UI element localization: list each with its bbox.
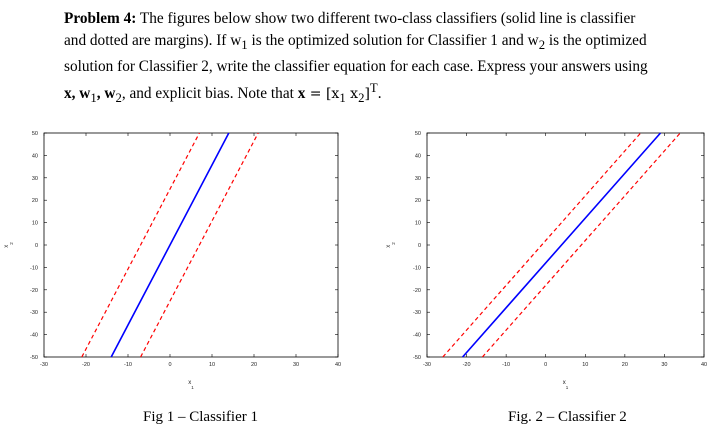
y-tick-label: -20 xyxy=(413,288,421,294)
plot-frame xyxy=(426,132,705,358)
problem-lead: Problem 4: xyxy=(64,10,137,27)
margin-line xyxy=(442,132,642,358)
y-tick-label: -50 xyxy=(30,355,38,361)
x-eq-close: ] xyxy=(364,85,370,102)
y-tick-label: 50 xyxy=(415,131,421,137)
figure-classifier-1: -30 -20 -10 0 10 20 30 40 -50 -40 -30 -20 -10 0 10 20 30… xyxy=(0,120,350,400)
x-tick-label: 0 xyxy=(168,362,171,368)
y-tick-label: 20 xyxy=(32,198,38,204)
y-tick-label: 10 xyxy=(32,221,38,227)
x1-sub: 1 xyxy=(339,90,346,105)
chart-classifier-2: -30 -20 -10 0 10 20 30 40 -50 -40 -30 -20 -10 0 10 20 30… xyxy=(386,131,707,390)
x-tick-label: 20 xyxy=(251,362,257,368)
problem-text-2c: is the optimized xyxy=(545,31,647,49)
y-tick-label: 30 xyxy=(415,176,421,182)
chart-classifier-1: -30 -20 -10 0 10 20 30 40 -50 -40 -30 -20 -10 0 10 20 30… xyxy=(4,131,341,390)
x2-part: x xyxy=(345,85,359,102)
w1-subscript: 1 xyxy=(241,37,248,52)
x-tick-label: 40 xyxy=(701,362,707,368)
problem-text-1: The figures below show two different two… xyxy=(136,10,636,27)
x-tick-label: -10 xyxy=(124,362,132,368)
y-tick-label: -30 xyxy=(30,310,38,316)
margin-line xyxy=(81,132,200,358)
y-tick-label: 0 xyxy=(35,243,38,249)
y-tick-label: 40 xyxy=(415,153,421,159)
x-axis-label: x1 xyxy=(563,380,569,390)
margin-line xyxy=(140,132,259,358)
figure-classifier-2: -30 -20 -10 0 10 20 30 40 -50 -40 -30 -20 -10 0 10 20 30… xyxy=(364,120,728,400)
caption-fig-2: Fig. 2 – Classifier 2 xyxy=(508,409,627,425)
x-vector: x xyxy=(297,84,306,102)
y-tick-label: 40 xyxy=(32,153,38,159)
problem-end: . xyxy=(377,84,382,102)
y-tick-label: -20 xyxy=(30,288,38,294)
x-tick-label: -30 xyxy=(423,362,431,368)
problem-text-2a: and dotted are margins). If w xyxy=(64,31,242,49)
x-w1-w2-s1: 1 xyxy=(90,90,97,105)
problem-line-2: and dotted are margins). If w1 is the op… xyxy=(64,30,704,57)
x-tick-label: -30 xyxy=(40,362,48,368)
x-tick-label: 20 xyxy=(622,362,628,368)
x-eq-open: = [x xyxy=(305,85,340,102)
y-tick-label: -40 xyxy=(413,333,421,339)
problem-line-1: Problem 4: The figures below show two di… xyxy=(64,8,704,30)
x-tick-label: 40 xyxy=(335,362,341,368)
y-tick-label: -10 xyxy=(30,265,38,271)
x-tick-label: -20 xyxy=(82,362,90,368)
classifier-line xyxy=(462,132,662,358)
y-tick-label: 30 xyxy=(32,176,38,182)
x2-sub: 2 xyxy=(358,90,365,105)
x-tick-label: 10 xyxy=(209,362,215,368)
x-tick-label: -10 xyxy=(502,362,510,368)
x-tick-label: 30 xyxy=(661,362,667,368)
transpose-sup: T xyxy=(369,80,378,95)
problem-line-3: solution for Classifier 2, write the cla… xyxy=(64,58,648,76)
caption-fig-1: Fig 1 – Classifier 1 xyxy=(143,409,258,425)
y-tick-label: 50 xyxy=(32,131,38,137)
y-tick-label: -10 xyxy=(413,265,421,271)
x-w1-w2-b: , w xyxy=(96,84,116,102)
problem-statement: Problem 4: The figures below show two di… xyxy=(64,8,704,110)
problem-line-4: x, w1, w2, and explicit bias. Note that … xyxy=(64,78,704,110)
x-w1-w2-s2: 2 xyxy=(115,90,122,105)
y-axis-label: x2 xyxy=(4,242,14,248)
margin-line xyxy=(481,132,681,358)
y-axis-label: x2 xyxy=(386,242,396,248)
y-tick-label: -40 xyxy=(30,333,38,339)
y-tick-label: 10 xyxy=(415,221,421,227)
x-tick-label: 0 xyxy=(544,362,547,368)
w2-subscript: 2 xyxy=(538,37,546,52)
classifier-line xyxy=(110,132,230,358)
problem-text-2b: is the optimized solution for Classifier… xyxy=(247,31,539,49)
x-tick-label: -20 xyxy=(463,362,471,368)
x-tick-label: 10 xyxy=(582,362,588,368)
problem-text-4: , and explicit bias. Note that xyxy=(121,84,298,102)
y-tick-label: -30 xyxy=(413,310,421,316)
plot-frame xyxy=(43,132,339,358)
x-tick-label: 30 xyxy=(293,362,299,368)
y-tick-label: 20 xyxy=(415,198,421,204)
y-tick-label: -50 xyxy=(413,355,421,361)
x-w1-w2-a: x, w xyxy=(64,84,91,102)
x-axis-label: x1 xyxy=(188,380,194,390)
y-tick-label: 0 xyxy=(418,243,421,249)
